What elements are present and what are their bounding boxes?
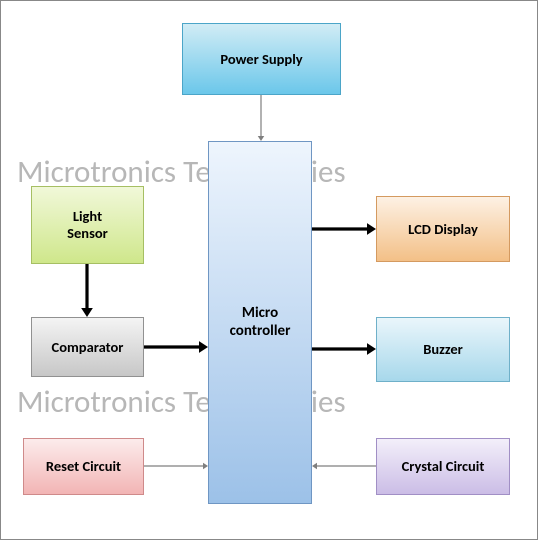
node-reset: Reset Circuit — [23, 438, 144, 495]
node-lcd-label: LCD Display — [408, 221, 478, 238]
diagram-canvas: Microtronics Technologies Microtronics T… — [0, 0, 538, 540]
node-light: LightSensor — [31, 186, 144, 264]
node-crystal-label: Crystal Circuit — [402, 458, 485, 475]
node-buzzer: Buzzer — [376, 317, 510, 382]
node-crystal: Crystal Circuit — [376, 438, 510, 495]
node-comp-label: Comparator — [52, 339, 124, 356]
node-power-label: Power Supply — [220, 51, 302, 68]
node-micro-label: Microcontroller — [230, 305, 291, 340]
node-light-label: LightSensor — [67, 208, 108, 241]
node-comp: Comparator — [31, 317, 144, 377]
node-micro: Microcontroller — [208, 141, 312, 504]
node-power: Power Supply — [182, 23, 341, 95]
node-reset-label: Reset Circuit — [46, 458, 121, 475]
node-lcd: LCD Display — [376, 196, 510, 262]
node-buzzer-label: Buzzer — [423, 341, 463, 358]
